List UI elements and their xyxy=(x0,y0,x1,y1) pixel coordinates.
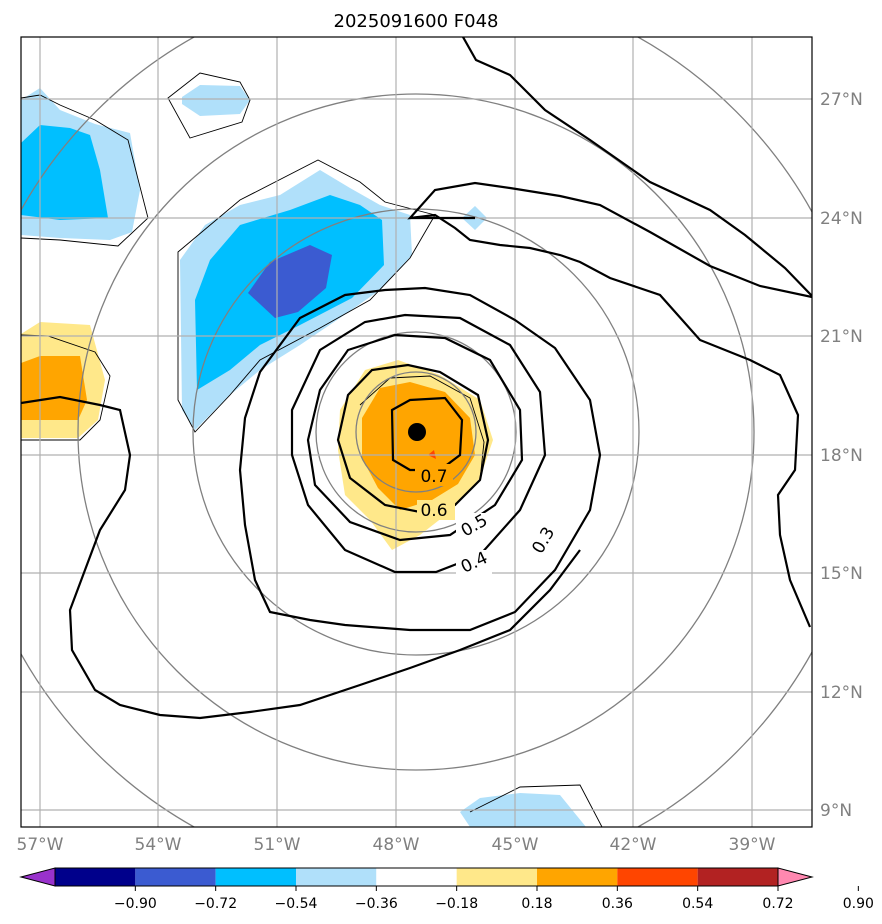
colorbar-segment xyxy=(376,868,457,886)
contour-label-0.7: 0.7 xyxy=(420,467,447,487)
contour-0.7 xyxy=(390,396,464,472)
lat-label-12n: 12°N xyxy=(820,683,863,703)
colorbar-segment xyxy=(617,868,698,886)
lat-label-21n: 21°N xyxy=(820,327,863,347)
range-rings xyxy=(21,37,812,827)
contour-0.2-inner xyxy=(21,395,581,720)
colorbar-tick-label: −0.18 xyxy=(435,896,478,912)
colorbar-segment xyxy=(456,868,537,886)
storm-center-marker xyxy=(408,423,426,441)
map-content: 0.7 0.6 0.5 0.4 0.3 xyxy=(21,37,812,827)
lat-label-27n: 27°N xyxy=(820,90,863,110)
contour-0.1-ne xyxy=(462,37,812,297)
probability-contours xyxy=(21,37,812,720)
lon-label-group: 57°W 54°W 51°W 48°W 45°W 42°W 39°W xyxy=(17,835,776,855)
colorbar-tick-label: 0.18 xyxy=(521,896,552,912)
colorbar-outline xyxy=(54,867,779,887)
colorbar-tick-label: −0.90 xyxy=(114,896,157,912)
colorbar-segment xyxy=(537,868,618,886)
lat-label-group: 9°N 12°N 15°N 18°N 21°N 24°N 27°N xyxy=(820,90,863,821)
lon-label-57w: 57°W xyxy=(17,835,64,855)
contour-0.5 xyxy=(306,333,524,542)
colorbar-segment xyxy=(55,868,136,886)
lat-label-18n: 18°N xyxy=(820,446,863,466)
colorbar-segment xyxy=(215,868,296,886)
lon-label-45w: 45°W xyxy=(492,835,539,855)
colorbar: −0.90 −0.72 −0.54 −0.36 −0.18 0.18 0.36 0.54 0.7… xyxy=(19,867,874,912)
shade-royal-blue-center xyxy=(248,245,332,318)
colorbar-tick-label: 0.72 xyxy=(762,896,793,912)
contour-0.6 xyxy=(336,363,490,514)
shade-blue-nw xyxy=(21,125,108,220)
colorbar-tick-label: −0.36 xyxy=(355,896,398,912)
colorbar-tick-label: 0.90 xyxy=(843,896,874,912)
colorbar-tick-label: −0.54 xyxy=(275,896,318,912)
colorbar-extend-low xyxy=(19,867,56,887)
contour-0.3 xyxy=(238,286,602,632)
shade-outlines xyxy=(21,72,603,827)
lon-label-42w: 42°W xyxy=(610,835,657,855)
contour-label-0.6: 0.6 xyxy=(420,501,447,521)
lat-label-9n: 9°N xyxy=(820,801,852,821)
lat-label-24n: 24°N xyxy=(820,209,863,229)
figure-title: 2025091600 F048 xyxy=(334,11,499,32)
colorbar-segment xyxy=(697,868,778,886)
colorbar-tick-label: 0.36 xyxy=(602,896,633,912)
lon-label-54w: 54°W xyxy=(135,835,182,855)
colorbar-segment xyxy=(296,868,377,886)
lat-label-15n: 15°N xyxy=(820,564,863,584)
colorbar-tick-label: 0.54 xyxy=(682,896,713,912)
lon-label-39w: 39°W xyxy=(729,835,776,855)
colorbar-extend-high xyxy=(777,867,814,887)
contour-0.2-outer xyxy=(407,181,812,628)
lon-label-48w: 48°W xyxy=(373,835,420,855)
colorbar-segment xyxy=(135,868,216,886)
colorbar-tick-label: −0.72 xyxy=(194,896,237,912)
contour-0.4 xyxy=(290,313,547,574)
shade-orange-west xyxy=(21,356,87,420)
lon-label-51w: 51°W xyxy=(254,835,301,855)
shade-light-blue-top xyxy=(182,85,250,116)
contour-label-group: 0.7 0.6 0.5 0.4 0.3 xyxy=(415,464,559,578)
map-frame xyxy=(20,36,813,828)
